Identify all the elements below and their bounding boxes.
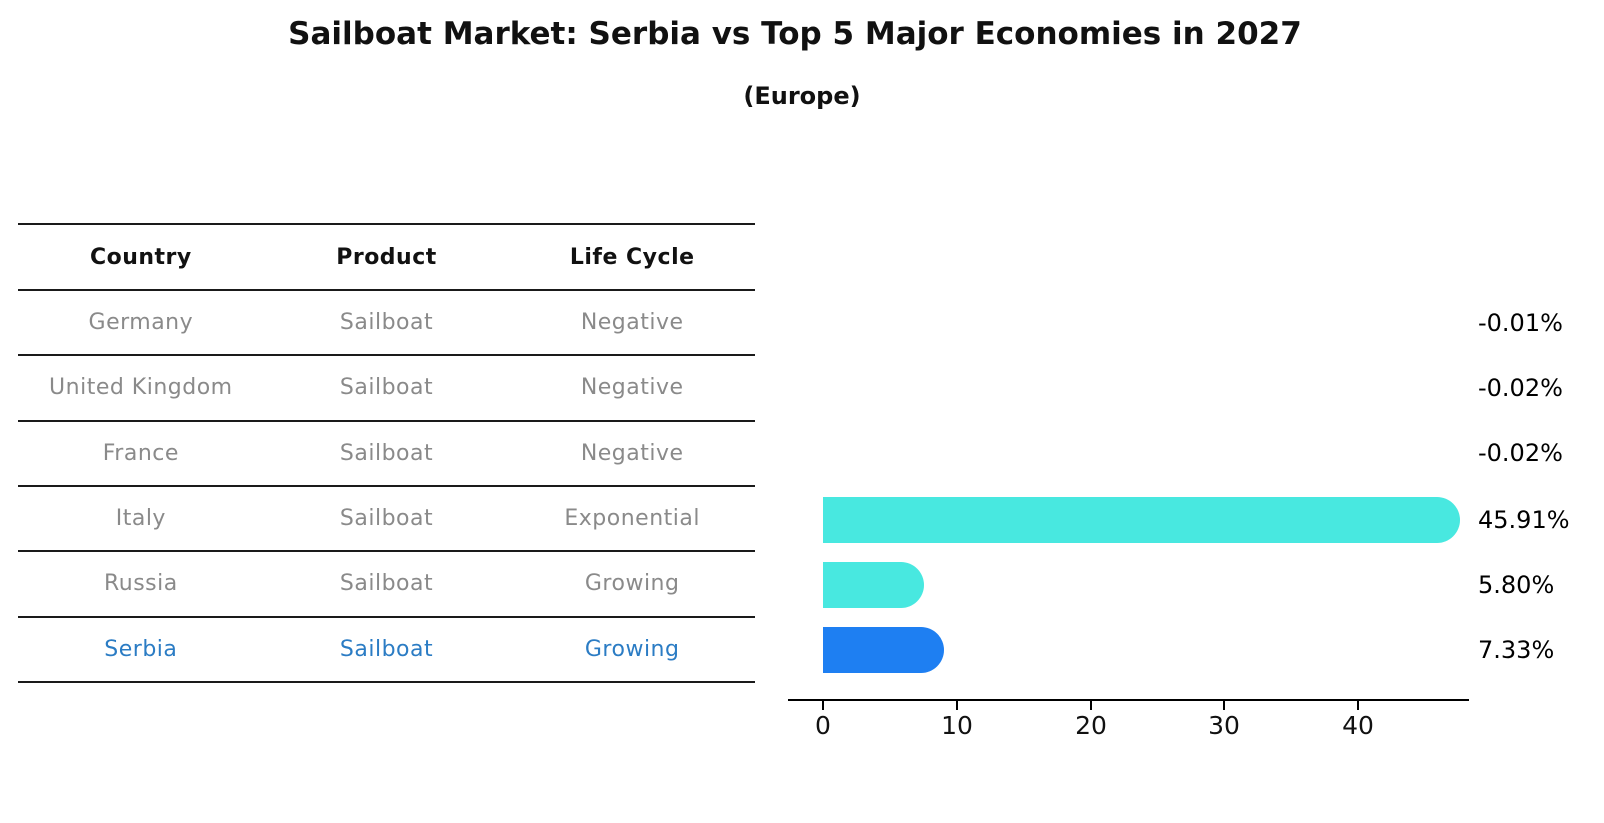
x-tick-label-10: 10 [941,711,973,740]
bar-russia [823,562,924,608]
chart-subtitle: (Europe) [743,82,861,110]
table-row: Germany Sailboat Negative [18,289,755,354]
bar-serbia [823,627,945,673]
x-tick-30 [1223,700,1225,710]
cell-life-cycle: Growing [584,571,680,597]
country-table: Country Product Life Cycle Germany Sailb… [18,223,755,683]
x-tick-10 [956,700,958,710]
table-header-row: Country Product Life Cycle [18,223,755,289]
value-label-serbia: 7.33% [1478,636,1555,664]
x-tick-label-0: 0 [815,711,831,740]
x-tick-40 [1357,700,1359,710]
chart-title: Sailboat Market: Serbia vs Top 5 Major E… [288,16,1302,52]
value-label-germany: -0.01% [1478,309,1563,337]
x-axis-line [788,699,1469,701]
cell-country: Russia [103,571,178,597]
value-label-russia: 5.80% [1478,571,1555,599]
header-product: Product [336,244,437,270]
x-tick-label-20: 20 [1075,711,1107,740]
header-country: Country [89,244,192,270]
x-tick-label-30: 30 [1208,711,1240,740]
cell-country: United Kingdom [49,375,233,401]
cell-life-cycle: Exponential [564,506,700,532]
table-row-serbia: Serbia Sailboat Growing [18,615,755,681]
cell-country: France [102,440,179,466]
bar-italy [823,497,1461,543]
x-tick-20 [1090,700,1092,710]
table-row: United Kingdom Sailboat Negative [18,354,755,419]
cell-life-cycle: Negative [580,375,684,401]
cell-product: Sailboat [339,440,434,466]
value-label-france: -0.02% [1478,439,1563,467]
x-tick-label-40: 40 [1342,711,1374,740]
cell-country: Italy [115,506,166,532]
x-tick-0 [822,700,824,710]
table-row: Russia Sailboat Growing [18,550,755,615]
cell-product: Sailboat [339,310,434,336]
header-life-cycle: Life Cycle [569,244,695,270]
table-row: France Sailboat Negative [18,419,755,485]
value-label-united-kingdom: -0.02% [1478,374,1563,402]
cell-product: Sailboat [339,506,434,532]
cell-life-cycle: Negative [580,310,684,336]
cell-country: Germany [88,310,194,336]
cell-product: Sailboat [339,571,434,597]
table-row: Italy Sailboat Exponential [18,484,755,550]
cell-life-cycle: Negative [580,440,684,466]
cell-country: Serbia [104,636,178,662]
cell-life-cycle: Growing [584,636,680,662]
cell-product: Sailboat [339,636,434,662]
cell-product: Sailboat [339,375,434,401]
value-label-italy: 45.91% [1478,506,1570,534]
